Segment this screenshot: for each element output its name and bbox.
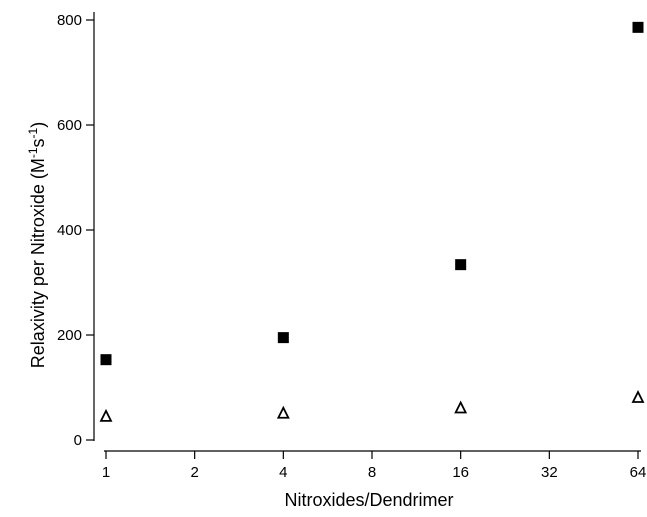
y-tick-label: 0: [74, 432, 82, 449]
y-tick-label: 800: [57, 12, 82, 29]
y-axis-label-close: ): [28, 122, 48, 128]
series-2: [99, 389, 645, 422]
x-tick-label: 64: [630, 464, 647, 481]
square-marker: [455, 259, 467, 271]
x-tick-label: 2: [190, 464, 198, 481]
x-tick-label: 4: [279, 464, 287, 481]
triangle-marker: [276, 405, 290, 419]
square-marker: [632, 21, 644, 33]
x-tick-label: 16: [452, 464, 469, 481]
triangle-marker: [631, 389, 645, 403]
y-tick-label: 400: [57, 222, 82, 239]
y-tick-label: 200: [57, 327, 82, 344]
y-tick-label: 600: [57, 117, 82, 134]
y-axis-label-exp2: -1: [26, 127, 40, 138]
square-marker: [100, 354, 112, 366]
x-axis-label: Nitroxides/Dendrimer: [284, 490, 453, 510]
y-ticks: 0 200 400 600 800: [57, 12, 94, 449]
triangle-marker: [454, 400, 468, 414]
y-axis-label-exp1: -1: [26, 147, 40, 158]
y-axis-label-unit: s: [28, 138, 48, 147]
square-marker: [277, 332, 289, 344]
x-tick-label: 32: [541, 464, 558, 481]
x-ticks: 1 2 4 8 16 32 64: [102, 451, 647, 481]
x-tick-label: 1: [102, 464, 110, 481]
axes: [93, 12, 641, 452]
series-1: [100, 21, 644, 366]
series-layer: [99, 21, 645, 422]
x-tick-label: 8: [368, 464, 376, 481]
y-axis-label: Relaxivity per Nitroxide (M-1s-1): [26, 122, 48, 368]
triangle-marker: [99, 408, 113, 422]
y-axis-label-main: Relaxivity per Nitroxide (M: [28, 158, 48, 368]
